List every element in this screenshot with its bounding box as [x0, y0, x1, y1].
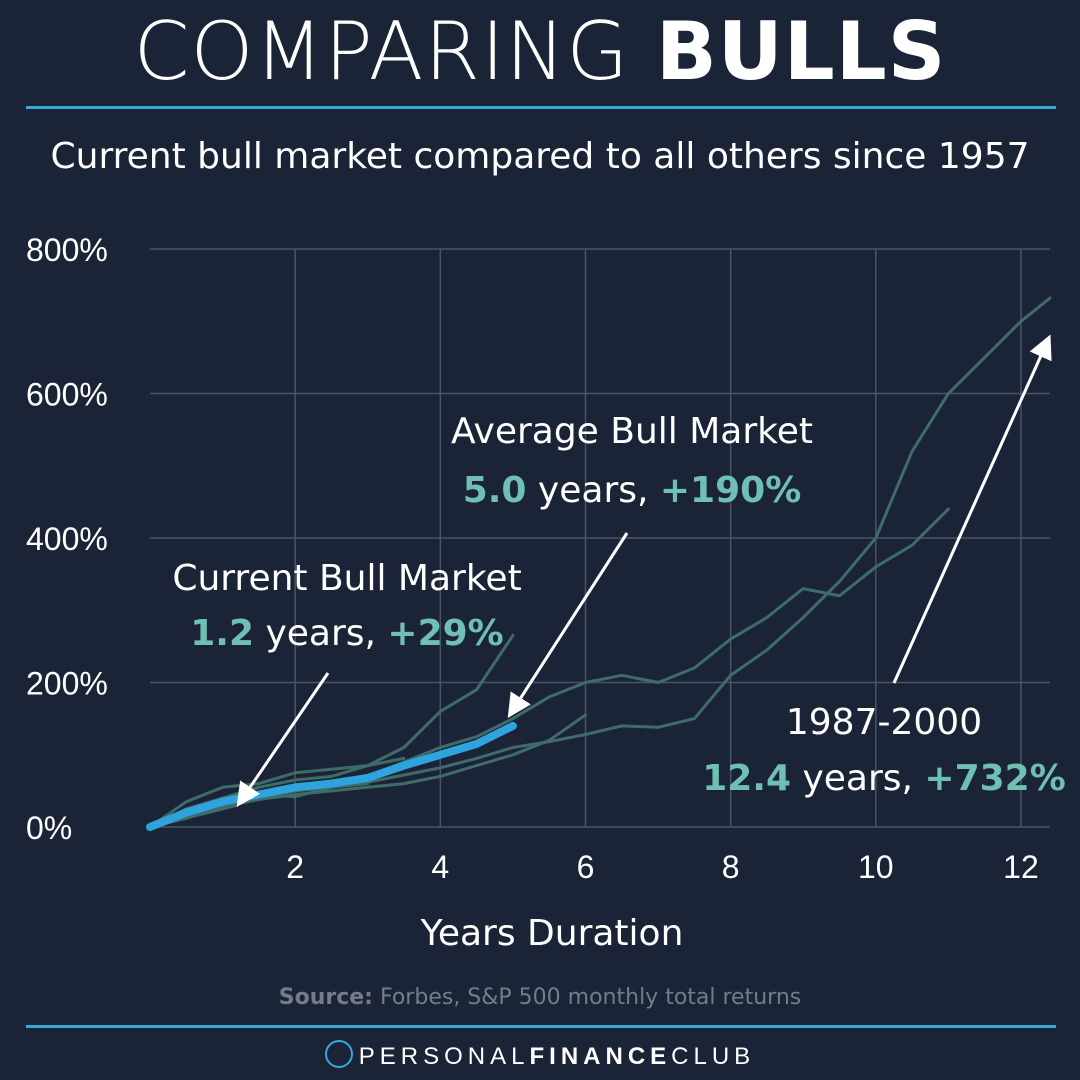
- chart-grid: [150, 248, 1050, 828]
- brand-word-2: FINANCE: [529, 1043, 672, 1070]
- x-axis-title: Years Duration: [420, 913, 684, 954]
- average-bull-stats: 5.0 years, +190%: [463, 470, 802, 511]
- page-subtitle: Current bull market compared to all othe…: [50, 136, 1030, 177]
- longest-bull-title: 1987-2000: [786, 702, 982, 743]
- x-tick-label: 4: [431, 849, 449, 885]
- annotation-arrow-1: [507, 532, 629, 719]
- current-bull-stats: 1.2 years, +29%: [190, 613, 504, 654]
- average-bull-years: 5.0: [463, 470, 527, 511]
- source-label: Source:: [278, 985, 373, 1010]
- average-bull-series: [146, 721, 517, 831]
- source-text: Forbes, S&P 500 monthly total returns: [372, 985, 802, 1010]
- annotation-arrows: [236, 334, 1052, 807]
- longest-bull-mid: years,: [791, 758, 924, 799]
- bottom-divider: [26, 1025, 1056, 1028]
- x-tick-label: 6: [577, 849, 595, 885]
- annotation-arrow-2: [892, 334, 1052, 684]
- x-tick-label: 8: [722, 849, 740, 885]
- y-tick-label: 0%: [26, 810, 72, 846]
- average-bull-mid: years,: [526, 470, 659, 511]
- longest-bull-stats: 12.4 years, +732%: [702, 758, 1066, 799]
- brand-word-1: PERSONAL: [358, 1043, 530, 1070]
- average-bull-pct: +190%: [660, 470, 801, 511]
- average-bull-title: Average Bull Market: [451, 411, 813, 452]
- longest-bull-years: 12.4: [702, 758, 791, 799]
- top-divider: [26, 106, 1056, 109]
- y-axis-labels: 0% 200% 400% 600% 800%: [26, 232, 108, 846]
- current-bull-title: Current Bull Market: [172, 558, 521, 599]
- x-axis-labels: 2 4 6 8 10 12: [286, 849, 1039, 885]
- brand-word-3: CLUB: [671, 1043, 756, 1070]
- current-bull-mid: years,: [254, 613, 387, 654]
- y-tick-label: 400%: [26, 521, 108, 557]
- y-tick-label: 200%: [26, 666, 108, 702]
- x-tick-label: 12: [1003, 849, 1039, 885]
- source-note: Source: Forbes, S&P 500 monthly total re…: [0, 985, 1080, 1010]
- page-title: COMPARING BULLS: [0, 2, 1080, 102]
- x-tick-label: 10: [858, 849, 894, 885]
- bull-series-4: [148, 756, 406, 829]
- current-bull-years: 1.2: [190, 613, 254, 654]
- current-bull-pct: +29%: [387, 613, 503, 654]
- y-tick-label: 800%: [26, 232, 108, 268]
- title-bold: BULLS: [655, 5, 947, 98]
- title-light: COMPARING: [133, 5, 630, 98]
- longest-bull-pct: +732%: [924, 758, 1065, 799]
- annotation-arrow-0: [236, 672, 330, 807]
- chart-series: [146, 296, 1052, 831]
- y-tick-label: 600%: [26, 377, 108, 413]
- bull-series-2: [148, 634, 515, 829]
- trend-icon: [324, 1040, 353, 1068]
- brand-logo: PERSONALFINANCECLUB: [0, 1040, 1080, 1071]
- x-tick-label: 2: [286, 849, 304, 885]
